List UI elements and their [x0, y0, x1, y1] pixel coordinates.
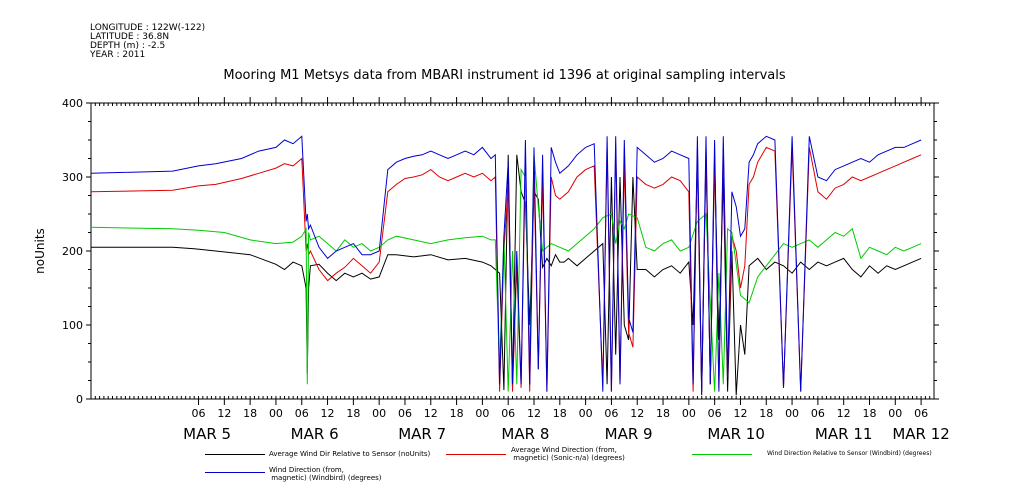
x-tick-label: 00: [888, 407, 902, 420]
x-day-label: MAR 5: [183, 425, 231, 443]
x-tick-label: 18: [656, 407, 670, 420]
x-tick-label: 00: [579, 407, 593, 420]
x-tick-label: 18: [243, 407, 257, 420]
x-tick-label: 12: [630, 407, 644, 420]
x-day-label: MAR 8: [501, 425, 549, 443]
x-tick-label: 00: [682, 407, 696, 420]
x-day-label: MAR 6: [291, 425, 339, 443]
x-tick-label: 00: [475, 407, 489, 420]
x-tick-label: 12: [837, 407, 851, 420]
x-tick-label: 12: [424, 407, 438, 420]
x-tick-label: 06: [398, 407, 412, 420]
legend-swatch-black: [205, 454, 265, 455]
legend-swatch-red: [446, 454, 506, 455]
x-tick-label: 06: [708, 407, 722, 420]
y-axis-label: noUnits: [33, 228, 47, 274]
series-line-2: [91, 154, 922, 392]
x-tick-label: 12: [217, 407, 231, 420]
x-tick-label: 12: [527, 407, 541, 420]
x-tick-label: 00: [269, 407, 283, 420]
legend-label-red: Average Wind Direction (from, magnetic) …: [511, 446, 625, 462]
x-tick-label: 18: [450, 407, 464, 420]
meta-latitude: LATITUDE : 36.8N: [90, 32, 170, 42]
x-day-label: MAR 11: [815, 425, 872, 443]
x-tick-label: 06: [501, 407, 515, 420]
y-tick-label: 0: [76, 393, 83, 406]
x-tick-label: 06: [192, 407, 206, 420]
x-day-label: MAR 10: [707, 425, 764, 443]
meta-year: YEAR : 2011: [90, 50, 146, 60]
chart-title: Mooring M1 Metsys data from MBARI instru…: [223, 68, 786, 83]
series-line-1: [91, 146, 922, 392]
legend-swatch-blue: [205, 472, 265, 473]
series-line-3: [91, 135, 922, 392]
legend-label-blue: Wind Direction (from, magnetic) (Windbir…: [269, 466, 382, 482]
legend-swatch-green: [692, 454, 752, 455]
x-tick-label: 12: [733, 407, 747, 420]
x-tick-label: 06: [295, 407, 309, 420]
series-line-0: [91, 154, 922, 396]
x-tick-label: 06: [604, 407, 618, 420]
x-day-label: MAR 9: [605, 425, 653, 443]
legend-label-green: Wind Direction Relative to Sensor (Windb…: [767, 450, 932, 457]
meta-longitude: LONGITUDE : 122W(-122): [90, 23, 206, 33]
x-tick-label: 12: [321, 407, 335, 420]
x-day-label: MAR 12: [892, 425, 949, 443]
legend-label-black: Average Wind Dir Relative to Sensor (noU…: [269, 450, 431, 458]
x-tick-label: 18: [862, 407, 876, 420]
meta-depth: DEPTH (m) : -2.5: [90, 41, 166, 51]
x-tick-label: 06: [811, 407, 825, 420]
x-tick-label: 18: [759, 407, 773, 420]
y-tick-label: 300: [62, 171, 83, 184]
y-tick-label: 400: [62, 97, 83, 110]
y-tick-label: 200: [62, 245, 83, 258]
x-tick-label: 18: [553, 407, 567, 420]
x-tick-label: 18: [346, 407, 360, 420]
x-day-label: MAR 7: [398, 425, 446, 443]
x-tick-label: 00: [372, 407, 386, 420]
x-tick-label: 06: [914, 407, 928, 420]
x-tick-label: 00: [785, 407, 799, 420]
y-tick-label: 100: [62, 319, 83, 332]
